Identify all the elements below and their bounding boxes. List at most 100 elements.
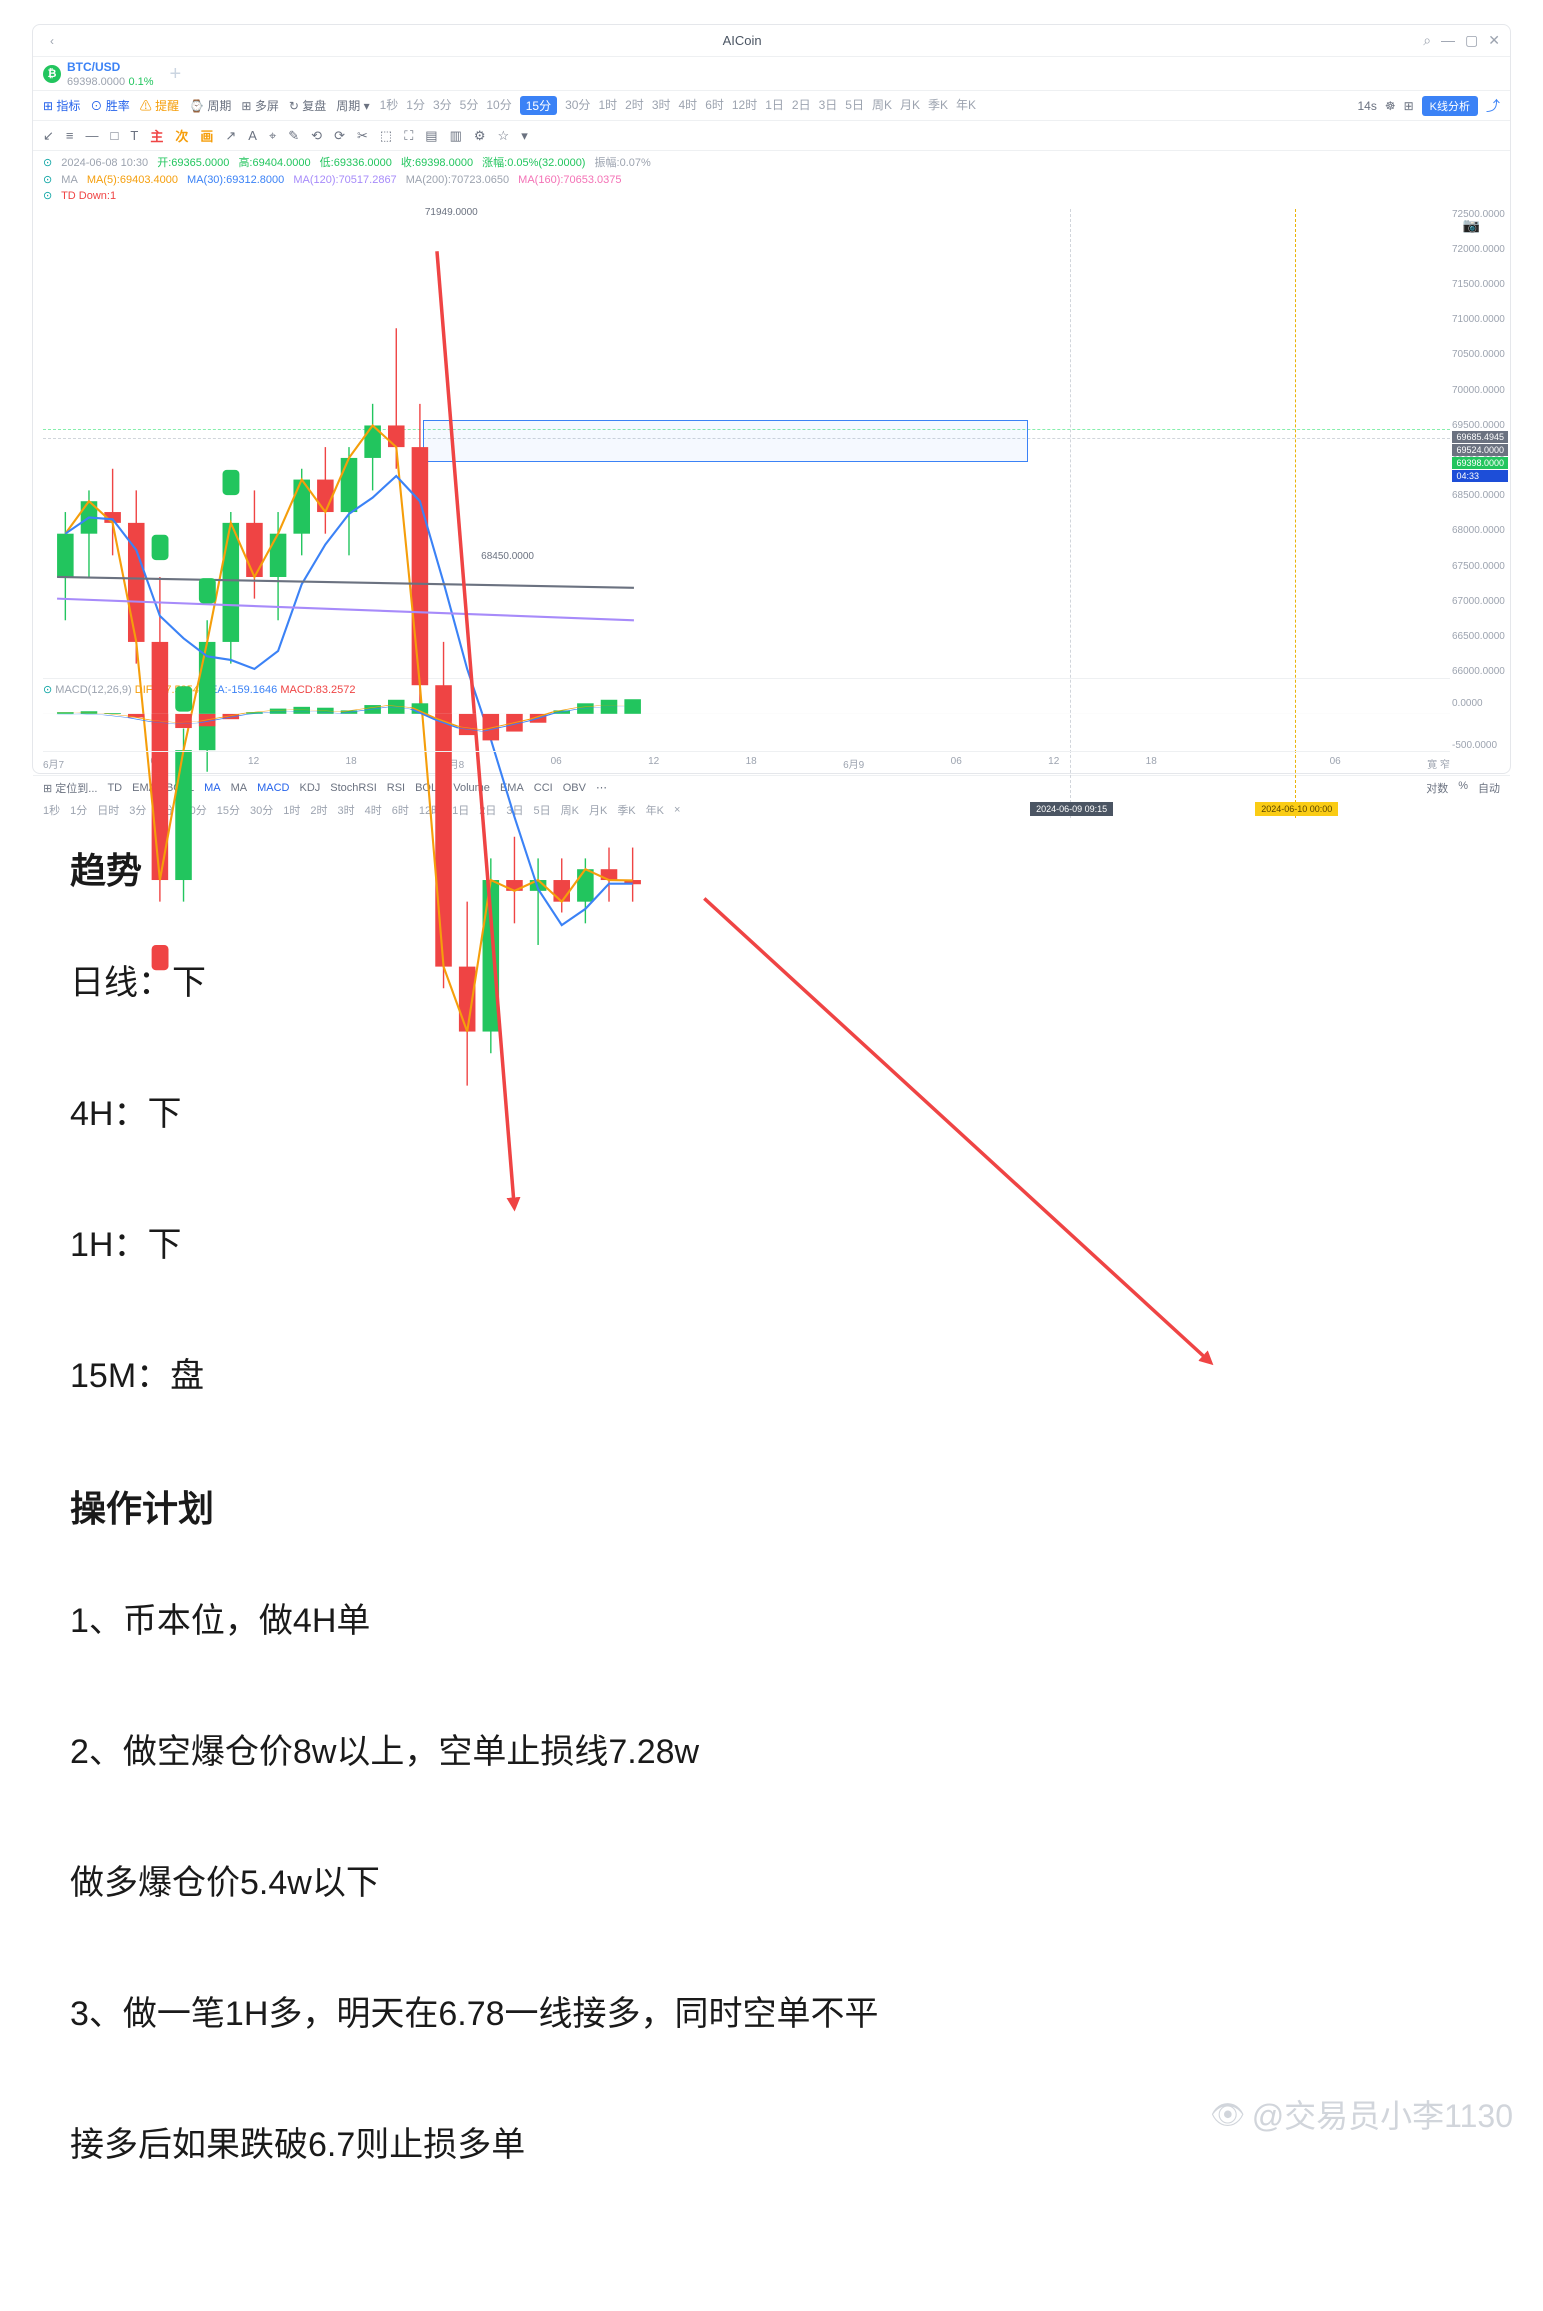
draw-tool[interactable]: ↙ — [43, 128, 54, 144]
add-tab-icon[interactable]: + — [170, 64, 182, 84]
tf[interactable]: 月K — [589, 802, 607, 818]
tf[interactable]: 5分 — [156, 802, 173, 818]
search-icon[interactable]: ⌕ — [1423, 32, 1431, 49]
tf-active[interactable]: 15分 — [217, 802, 240, 818]
tf[interactable]: 2日 — [792, 96, 811, 115]
ind[interactable]: MACD — [257, 782, 289, 794]
tf[interactable]: 3时 — [338, 802, 355, 818]
tf[interactable]: 1秒 — [380, 96, 399, 115]
ind[interactable]: BOLL — [415, 782, 443, 794]
tb-winrate[interactable]: ⊙ 胜率 — [90, 97, 129, 114]
draw-tool[interactable]: ↗ — [225, 128, 236, 144]
ind[interactable]: TD — [107, 782, 122, 794]
locate[interactable]: ⊞ 定位到... — [43, 780, 97, 796]
tf[interactable]: 12时 — [419, 802, 442, 818]
tf[interactable]: 10分 — [184, 802, 207, 818]
tf[interactable]: 日时 — [97, 802, 119, 818]
tf[interactable]: 季K — [617, 802, 635, 818]
more-icon[interactable]: ⋯ — [596, 781, 607, 794]
log[interactable]: 对数 — [1426, 780, 1448, 796]
ind[interactable]: KDJ — [300, 782, 321, 794]
ind[interactable]: StochRSI — [330, 782, 376, 794]
chart-canvas[interactable]: 📷 72500.000072000.000071500.0000 71000.0… — [43, 209, 1450, 679]
tf[interactable]: 年K — [956, 96, 976, 115]
tf[interactable]: 2日 — [479, 802, 496, 818]
symbol-tab[interactable]: ₿ BTC/USD 69398.0000 0.1% — [43, 60, 154, 88]
tf[interactable]: 1分 — [406, 96, 425, 115]
pct[interactable]: % — [1458, 780, 1468, 796]
ind[interactable]: MA — [204, 782, 221, 794]
tf[interactable]: 周K — [561, 802, 579, 818]
kline-analysis[interactable]: K线分析 — [1422, 96, 1478, 116]
tf[interactable]: 3时 — [652, 96, 671, 115]
ind[interactable]: MA — [231, 782, 248, 794]
draw-tool[interactable]: A — [248, 128, 257, 143]
tf[interactable]: 1日 — [452, 802, 469, 818]
tf-active[interactable]: 15分 — [520, 96, 557, 115]
tf[interactable]: 3日 — [506, 802, 523, 818]
range-box[interactable] — [423, 420, 1028, 462]
grid-icon[interactable]: ⊞ — [1404, 99, 1414, 113]
tf[interactable]: 5日 — [534, 802, 551, 818]
tf[interactable]: 2时 — [310, 802, 327, 818]
draw-main[interactable]: 主 — [150, 126, 163, 145]
tf[interactable]: 30分 — [565, 96, 590, 115]
tb-cycle[interactable]: ⌚ 周期 — [189, 97, 231, 114]
tf[interactable]: 3分 — [433, 96, 452, 115]
back-icon[interactable]: ‹ — [43, 34, 61, 48]
tf[interactable]: 6时 — [705, 96, 724, 115]
draw-tool[interactable]: ⟲ — [311, 128, 322, 144]
draw-tool[interactable]: ✎ — [288, 128, 299, 144]
tf[interactable]: 6时 — [392, 802, 409, 818]
draw-tool[interactable]: ⚙ — [474, 128, 486, 144]
close-icon[interactable]: ✕ — [1488, 32, 1500, 49]
settings-icon[interactable]: ☸ — [1385, 99, 1396, 113]
ind[interactable]: Volume — [453, 782, 490, 794]
tb-alert[interactable]: ⚠ 提醒 — [140, 97, 179, 114]
minimize-icon[interactable]: — — [1441, 32, 1455, 49]
tf[interactable]: 3日 — [819, 96, 838, 115]
tf[interactable]: 1时 — [283, 802, 300, 818]
tb-indicator[interactable]: ⊞ 指标 — [43, 97, 80, 114]
draw-sec[interactable]: 次 — [175, 126, 188, 145]
tf[interactable]: 30分 — [250, 802, 273, 818]
tb-replay[interactable]: ↻ 复盘 — [289, 97, 326, 114]
ind[interactable]: EMA — [132, 782, 156, 794]
tf[interactable]: 1秒 — [43, 802, 60, 818]
tf[interactable]: 1分 — [70, 802, 87, 818]
draw-tool[interactable]: ⬚ — [380, 128, 392, 144]
ind[interactable]: OBV — [563, 782, 586, 794]
tf[interactable]: 10分 — [486, 96, 511, 115]
tf[interactable]: 2时 — [625, 96, 644, 115]
ind[interactable]: RSI — [387, 782, 405, 794]
draw-tool[interactable]: □ — [111, 128, 119, 143]
ind[interactable]: BOLL — [166, 782, 194, 794]
chart-settings[interactable]: 寛 窄 — [1427, 756, 1450, 771]
ind[interactable]: EMA — [500, 782, 524, 794]
tf[interactable]: 周K — [872, 96, 892, 115]
draw-tool[interactable]: — — [86, 128, 99, 143]
maximize-icon[interactable]: ▢ — [1465, 32, 1478, 49]
tf[interactable]: 4时 — [679, 96, 698, 115]
tf[interactable]: 12时 — [732, 96, 757, 115]
draw-tool[interactable]: ▤ — [425, 128, 437, 144]
tf[interactable]: 4时 — [365, 802, 382, 818]
tf[interactable]: 1时 — [598, 96, 617, 115]
macd-canvas[interactable]: 0.0000-500.0000 — [43, 698, 1450, 752]
ind[interactable]: CCI — [534, 782, 553, 794]
draw-tool[interactable]: ✂ — [357, 128, 368, 144]
share-icon[interactable]: ⤴ — [1486, 96, 1500, 116]
draw-tool[interactable]: ≡ — [66, 128, 74, 143]
draw-tool[interactable]: ▾ — [521, 128, 528, 144]
tf[interactable]: 1日 — [765, 96, 784, 115]
draw-tool[interactable]: ⟳ — [334, 128, 345, 144]
tf[interactable]: 5日 — [845, 96, 864, 115]
tf[interactable]: 年K — [646, 802, 664, 818]
close-icon[interactable]: × — [674, 804, 680, 816]
draw-tool[interactable]: ⌖ — [269, 128, 276, 144]
draw-tool[interactable]: ▥ — [450, 128, 462, 144]
tf[interactable]: 月K — [900, 96, 920, 115]
draw-tool[interactable]: ☆ — [498, 128, 510, 144]
tb-period[interactable]: 周期 ▾ — [336, 97, 369, 114]
draw-tool[interactable]: ⛶ — [404, 128, 413, 144]
